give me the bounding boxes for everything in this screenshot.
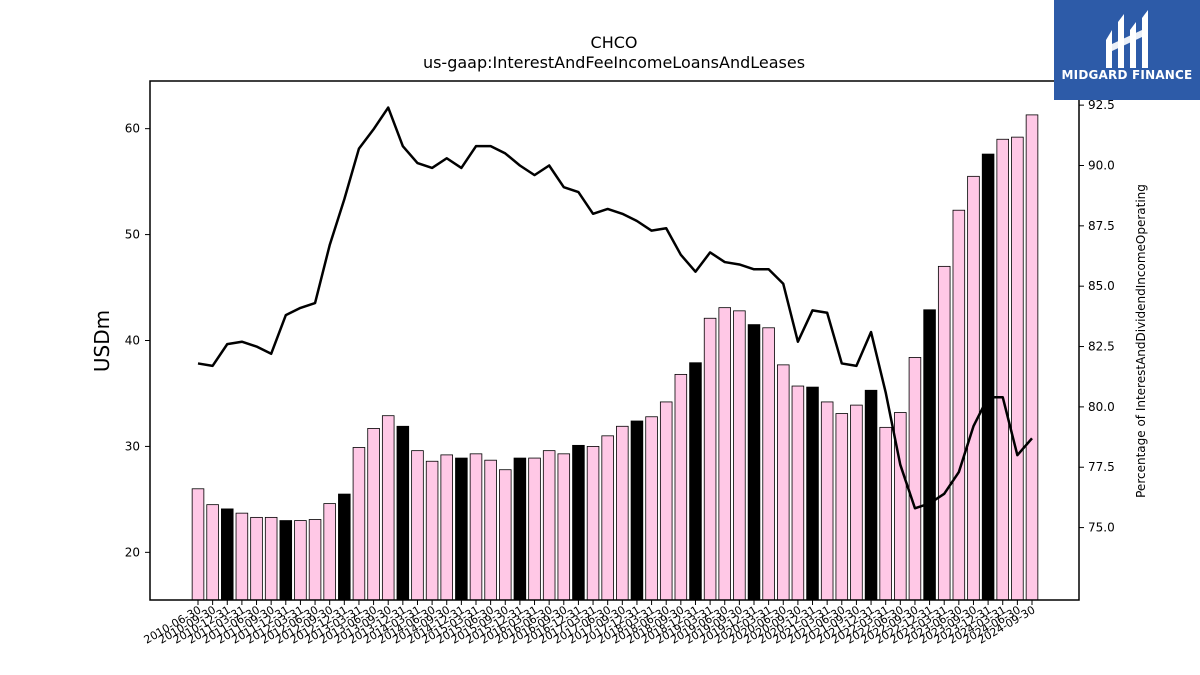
bar-2011-03-31 [235,512,249,601]
y-tick-label: 20 [125,545,140,559]
bar-2015-09-30 [499,469,512,601]
bar-2016-06-30 [542,450,556,601]
bar-2010-09-30 [206,504,219,601]
bar-2013-12-31 [396,425,410,601]
bar-2011-09-30 [264,516,278,601]
bar-2014-06-30 [425,460,439,601]
bar-2019-12-31 [747,324,761,601]
bar-2022-12-31 [923,309,936,601]
bar-2014-09-30 [440,454,453,601]
bar-2020-06-30 [777,364,790,601]
y-tick-label: 30 [125,439,140,453]
bar-2021-09-30 [850,404,863,601]
bar-2023-09-30 [967,175,980,601]
bar-2012-12-31 [338,493,351,601]
bar-2015-12-31 [513,457,527,601]
bar-2013-09-30 [381,415,395,601]
logo-mark-icon [1106,10,1148,68]
logo-text: MIDGARD FINANCE [1061,68,1193,82]
bar-2016-12-31 [572,444,585,601]
bar-2012-03-31 [294,520,307,601]
bar-2022-03-31 [879,426,892,601]
bar-2018-06-30 [659,401,673,601]
y2-tick-label: 85.0 [1088,279,1115,293]
bar-2017-09-30 [616,425,629,601]
bar-2018-09-30 [674,373,688,601]
bar-2021-12-31 [864,389,878,601]
left-y-axis: 20 30 40 50 60 [125,122,150,559]
bar-2011-12-31 [279,520,293,601]
bar-2017-03-31 [586,446,600,601]
y2-tick-label: 82.5 [1088,340,1115,354]
bar-2019-06-30 [718,307,731,601]
bar-2010-06-30 [191,488,205,601]
bar-2018-12-31 [689,362,702,601]
y2-axis-label: Percentage of InterestAndDividendIncomeO… [1134,184,1148,498]
y2-tick-label: 92.5 [1088,98,1115,112]
x-axis: 2010-06-302010-09-302010-12-312011-03-31… [142,600,1038,647]
chart-title: CHCO [591,33,638,52]
bar-2019-03-31 [703,317,717,601]
bar-series [191,114,1039,601]
bar-2012-09-30 [323,503,336,601]
bar-2015-06-30 [484,459,497,601]
bar-2024-09-30 [1025,114,1039,601]
bar-2012-06-30 [308,519,322,601]
bar-2022-09-30 [908,357,922,601]
bar-2020-09-30 [791,385,805,601]
bar-2016-03-31 [528,457,541,601]
y2-tick-label: 75.0 [1088,521,1115,535]
y-tick-label: 50 [125,228,140,242]
bar-2010-12-31 [221,508,234,601]
bar-2024-06-30 [1011,136,1024,601]
bar-2013-03-31 [352,447,366,601]
line-series [197,106,1033,510]
bar-2011-06-30 [250,516,263,601]
bar-2024-03-31 [996,138,1009,601]
y2-tick-label: 80.0 [1088,400,1115,414]
bar-2018-03-31 [645,416,658,601]
y-axis-label: USDm [90,310,114,372]
bar-2021-06-30 [835,413,849,601]
bar-2019-09-30 [733,310,746,601]
bar-2016-09-30 [557,453,571,601]
y2-tick-label: 90.0 [1088,158,1115,172]
bar-2013-06-30 [367,428,380,601]
y2-tick-label: 87.5 [1088,219,1115,233]
bar-2020-12-31 [806,386,819,601]
y-tick-label: 60 [125,122,140,136]
bar-2021-03-31 [820,401,834,601]
bar-2023-03-31 [937,265,951,601]
bar-2014-03-31 [411,450,424,601]
midgard-finance-logo: MIDGARD FINANCE [1054,0,1200,100]
bar-2023-06-30 [952,209,966,601]
percentage-line [197,106,1033,510]
chart-subtitle: us-gaap:InterestAndFeeIncomeLoansAndLeas… [423,53,805,72]
bar-2015-03-31 [469,453,483,601]
bar-2017-12-31 [630,420,644,601]
bar-2020-03-31 [762,327,775,601]
right-y-axis: 75.0 77.5 80.0 82.5 85.0 87.5 90.0 92.5 [1079,98,1115,535]
bar-2017-06-30 [601,435,614,601]
bar-2014-12-31 [455,457,468,601]
y-tick-label: 40 [125,334,140,348]
bar-2023-12-31 [981,153,995,601]
y2-tick-label: 77.5 [1088,460,1115,474]
